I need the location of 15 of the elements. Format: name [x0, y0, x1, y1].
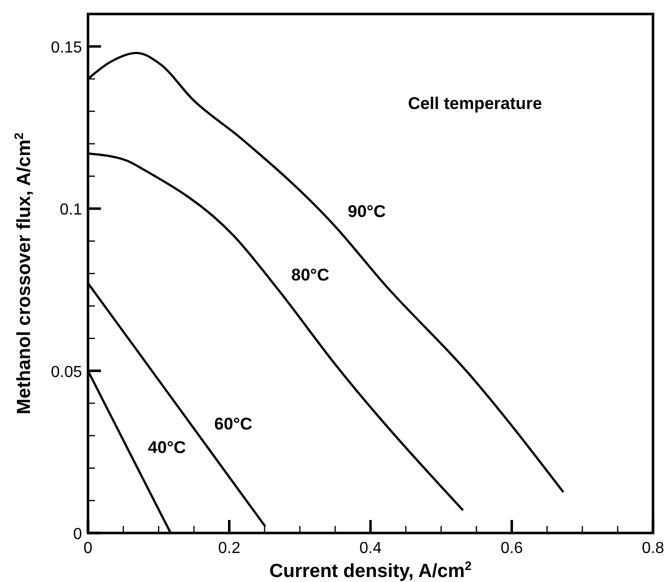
- x-tick-label: 0.6: [500, 540, 523, 557]
- x-tick-label: 0: [84, 540, 93, 557]
- x-tick-label: 0.2: [218, 540, 240, 557]
- y-tick-label: 0.05: [50, 364, 82, 381]
- x-tick-label: 0.4: [359, 540, 382, 557]
- y-tick-label: 0.15: [50, 39, 82, 56]
- x-tick-label: 0.8: [642, 540, 664, 557]
- y-tick-label: 0: [73, 526, 82, 543]
- x-axis-title: Current density, A/cm$^{2}$: [269, 559, 472, 582]
- series-label: 80°C: [291, 265, 330, 284]
- series-label: 40°C: [148, 438, 186, 457]
- y-tick-label: 0.1: [60, 202, 82, 219]
- annotation: Cell temperature: [408, 94, 542, 113]
- series-label: 90°C: [348, 202, 386, 221]
- series-label: 60°C: [214, 414, 252, 434]
